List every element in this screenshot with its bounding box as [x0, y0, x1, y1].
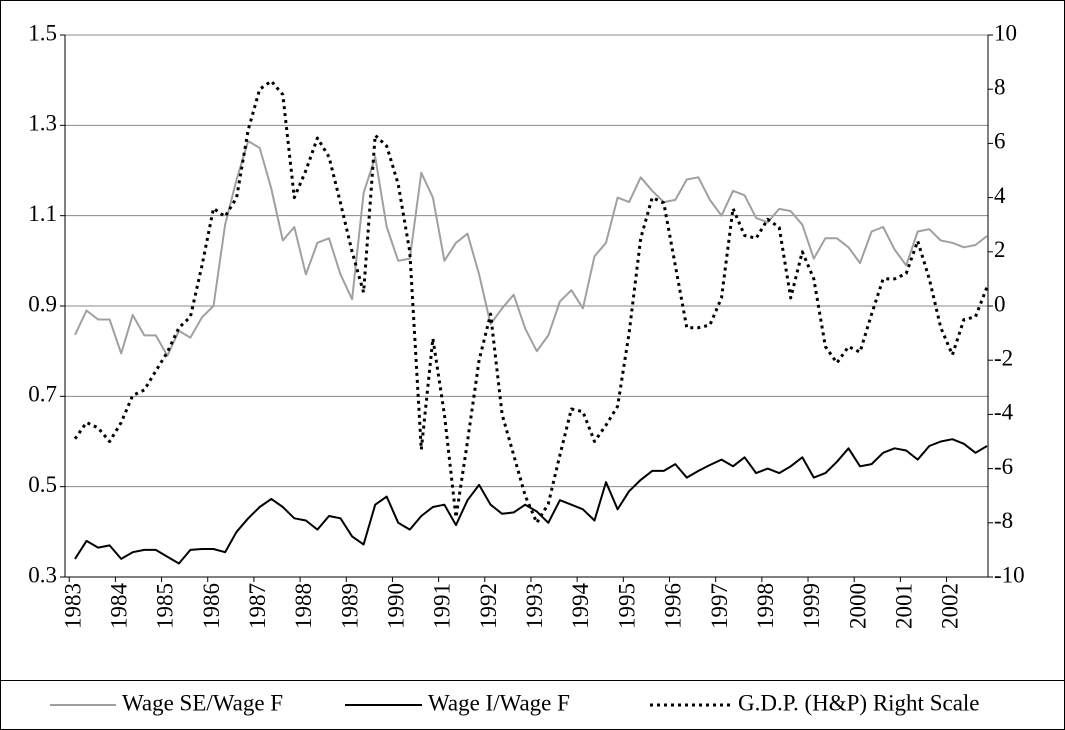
x-tick-label: 1992 — [476, 583, 501, 629]
y2-tick-label: -8 — [994, 508, 1013, 533]
y-tick-label: 1.3 — [28, 111, 57, 136]
x-tick-label: 1986 — [199, 583, 224, 629]
x-tick-label: 1989 — [337, 583, 362, 629]
series-line — [74, 438, 988, 565]
series-line — [73, 79, 989, 525]
y-tick-label: 1.5 — [28, 20, 57, 45]
x-tick-label: 1983 — [60, 583, 85, 629]
x-tick-label: 1993 — [522, 583, 547, 629]
y2-tick-label: 8 — [994, 74, 1006, 99]
x-tick-label: 1998 — [753, 583, 778, 629]
legend-label: Wage SE/Wage F — [122, 690, 283, 715]
y-tick-label: 1.1 — [28, 201, 57, 226]
x-tick-label: 1985 — [153, 583, 178, 629]
x-tick-label: 1999 — [799, 583, 824, 629]
x-tick-label: 1990 — [384, 583, 409, 629]
y-tick-label: 0.5 — [28, 472, 57, 497]
y2-tick-label: 4 — [994, 183, 1006, 208]
x-tick-label: 1987 — [245, 583, 270, 629]
y-tick-label: 0.7 — [28, 382, 57, 407]
y2-tick-label: 0 — [994, 291, 1006, 316]
y-tick-label: 0.9 — [28, 291, 57, 316]
legend-label: Wage I/Wage F — [428, 690, 570, 715]
y2-tick-label: 6 — [994, 129, 1006, 154]
y2-tick-label: -4 — [994, 400, 1014, 425]
y2-tick-label: -10 — [994, 562, 1025, 587]
legend-label: G.D.P. (H&P) Right Scale — [738, 690, 980, 715]
x-tick-label: 2001 — [891, 583, 916, 629]
legend: Wage SE/Wage F Wage I/Wage F G.D.P. (H&P) … — [50, 690, 980, 715]
y2-tick-label: -2 — [994, 345, 1013, 370]
x-tick-label: 1997 — [707, 583, 732, 629]
y2-tick-label: -6 — [994, 454, 1013, 479]
x-tick-label: 1984 — [106, 583, 131, 630]
y2-tick-label: 2 — [994, 237, 1006, 262]
y-tick-label: 0.3 — [28, 562, 57, 587]
x-tick-label: 1991 — [430, 583, 455, 629]
x-tick-label: 2002 — [938, 583, 963, 629]
series-line — [74, 140, 988, 357]
x-tick-label: 1996 — [661, 583, 686, 629]
x-tick-label: 1994 — [568, 583, 593, 630]
x-tick-label: 1995 — [614, 583, 639, 629]
x-tick-label: 1988 — [291, 583, 316, 629]
x-tick-label: 2000 — [845, 583, 870, 629]
y2-tick-label: 10 — [994, 20, 1017, 45]
